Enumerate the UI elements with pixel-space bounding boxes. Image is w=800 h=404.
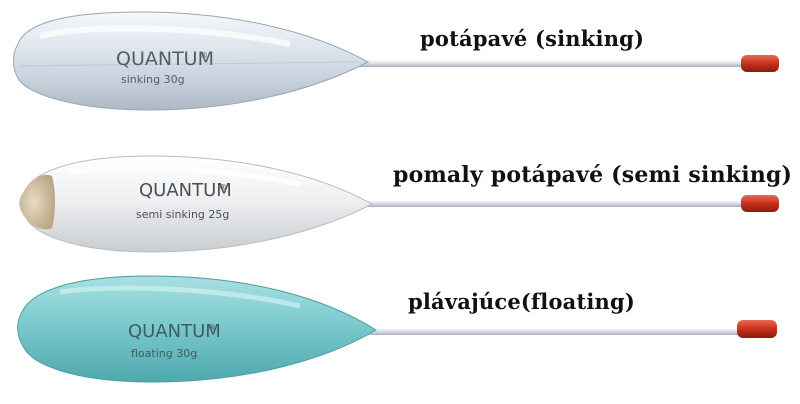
brand-logo: QUANTUM [139,180,232,201]
registered-mark: ® [200,51,208,60]
float-nose [19,174,55,230]
float-body [13,11,370,111]
registered-mark: ® [208,323,216,332]
float-tip [741,55,779,72]
float-label-sinking: potápavé (sinking) [420,26,645,51]
float-rod [360,328,742,335]
float-rod [360,200,744,207]
float-tip [737,320,777,338]
float-label-floating: plávajúce(floating) [408,289,636,314]
float-tip [741,195,779,212]
float-weight: sinking 30g [121,73,185,86]
float-weight: floating 30g [131,347,197,360]
brand-logo: QUANTUM [116,48,214,70]
float-sinking: QUANTUM ® sinking 30g [13,11,779,111]
float-semi-sinking: QUANTUM ® semi sinking 25g [19,155,779,253]
float-label-semi-sinking: pomaly potápavé (semi sinking) [393,162,793,188]
registered-mark: ® [219,183,227,192]
float-rod [352,60,744,67]
float-weight: semi sinking 25g [136,208,229,221]
float-floating: QUANTUM ® floating 30g [17,275,777,383]
brand-logo: QUANTUM [128,321,221,342]
